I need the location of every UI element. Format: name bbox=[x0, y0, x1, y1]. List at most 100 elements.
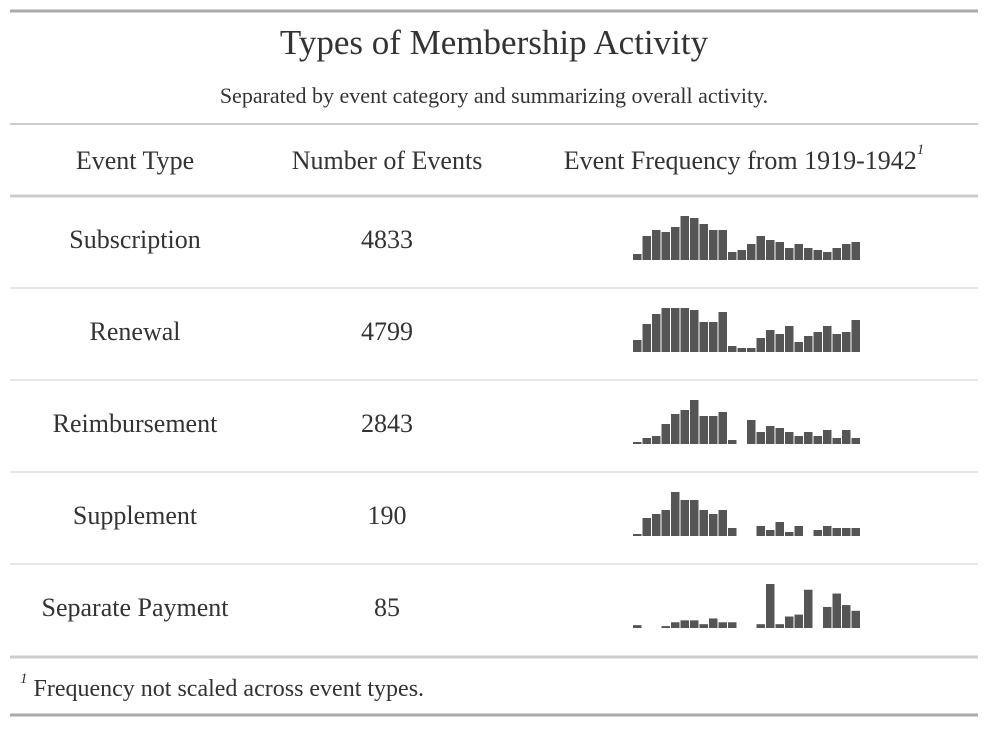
frequency-bar bbox=[633, 534, 642, 536]
frequency-bar bbox=[766, 584, 775, 628]
frequency-bar bbox=[671, 308, 680, 352]
event-count: 85 bbox=[374, 593, 400, 622]
frequency-bar bbox=[661, 424, 670, 444]
rows: Subscription 4833 Renewal 4799 Reimbursement… bbox=[10, 216, 978, 628]
frequency-bar bbox=[851, 610, 860, 628]
frequency-bar bbox=[813, 332, 822, 352]
frequency-bar bbox=[832, 528, 841, 536]
frequency-bar bbox=[680, 216, 689, 260]
event-type: Subscription bbox=[69, 225, 200, 254]
frequency-bar bbox=[690, 218, 699, 260]
column-label: Event Frequency from 1919-1942 bbox=[564, 146, 917, 175]
frequency-bar bbox=[842, 605, 851, 628]
frequency-bar bbox=[756, 236, 765, 260]
frequency-bar bbox=[633, 340, 642, 352]
frequency-bar bbox=[709, 322, 718, 352]
frequency-bar bbox=[832, 438, 841, 444]
event-count: 4833 bbox=[361, 225, 413, 254]
frequency-bar bbox=[785, 248, 794, 260]
frequency-bar bbox=[661, 232, 670, 260]
frequency-bar bbox=[842, 430, 851, 444]
frequency-bar bbox=[699, 416, 708, 444]
frequency-bar bbox=[671, 227, 680, 260]
frequency-bar bbox=[680, 500, 689, 536]
frequency-bar bbox=[832, 334, 841, 352]
event-type: Separate Payment bbox=[42, 593, 230, 622]
event-type: Renewal bbox=[90, 317, 181, 346]
frequency-bar bbox=[813, 250, 822, 260]
frequency-bar bbox=[709, 416, 718, 444]
frequency-bar bbox=[709, 618, 718, 628]
footnote: 1 Frequency not scaled across event types… bbox=[20, 671, 424, 701]
frequency-bar bbox=[842, 244, 851, 260]
frequency-bar bbox=[699, 510, 708, 536]
frequency-bar bbox=[775, 624, 784, 628]
frequency-bar bbox=[823, 526, 832, 536]
frequency-bar bbox=[766, 240, 775, 260]
frequency-bar bbox=[690, 400, 699, 444]
subtitle: Separated by event category and summariz… bbox=[220, 83, 768, 108]
frequency-bar bbox=[766, 330, 775, 352]
frequency-bar bbox=[718, 230, 727, 260]
frequency-bar bbox=[832, 593, 841, 628]
frequency-bar bbox=[823, 326, 832, 352]
frequency-bar bbox=[747, 244, 756, 260]
frequency-bar bbox=[794, 436, 803, 444]
frequency-bar bbox=[775, 334, 784, 352]
frequency-bar bbox=[851, 438, 860, 444]
frequency-bar bbox=[756, 624, 765, 628]
frequency-bar bbox=[804, 336, 813, 352]
frequency-bar bbox=[842, 528, 851, 536]
footnote-text: Frequency not scaled across event types. bbox=[34, 676, 425, 702]
frequency-bar bbox=[785, 532, 794, 536]
frequency-bar bbox=[709, 230, 718, 260]
frequency-bar bbox=[699, 322, 708, 352]
frequency-bar bbox=[842, 332, 851, 352]
frequency-bar bbox=[785, 616, 794, 628]
frequency-bar bbox=[671, 414, 680, 444]
frequency-bar bbox=[633, 254, 642, 260]
frequency-bar bbox=[633, 442, 642, 444]
frequency-bar bbox=[804, 248, 813, 260]
frequency-bar bbox=[775, 242, 784, 260]
footnote-marker: 1 bbox=[20, 671, 28, 687]
frequency-bar bbox=[851, 242, 860, 260]
frequency-bar bbox=[775, 522, 784, 536]
frequency-bar bbox=[804, 589, 813, 628]
frequency-bar bbox=[737, 348, 746, 352]
frequency-bar bbox=[661, 510, 670, 536]
frequency-bar bbox=[690, 620, 699, 628]
frequency-bar bbox=[851, 320, 860, 352]
column-header: Event Frequency from 1919-19421 bbox=[564, 142, 925, 175]
frequency-bar bbox=[642, 324, 651, 352]
event-type: Reimbursement bbox=[53, 409, 218, 438]
frequency-bar bbox=[794, 342, 803, 352]
event-type: Supplement bbox=[73, 501, 198, 530]
frequency-bar bbox=[785, 432, 794, 444]
frequency-bar bbox=[680, 308, 689, 352]
frequency-bar bbox=[747, 420, 756, 444]
frequency-bar bbox=[813, 530, 822, 536]
footnote-marker: 1 bbox=[917, 142, 925, 158]
title: Types of Membership Activity bbox=[280, 23, 709, 62]
frequency-bar bbox=[785, 326, 794, 352]
frequency-bar bbox=[680, 410, 689, 444]
frequency-bar bbox=[794, 614, 803, 628]
frequency-bar bbox=[794, 244, 803, 260]
frequency-bar bbox=[661, 308, 670, 352]
frequency-bar bbox=[756, 432, 765, 444]
column-header: Number of Events bbox=[292, 146, 483, 175]
frequency-bar bbox=[718, 312, 727, 352]
event-count: 190 bbox=[368, 501, 407, 530]
frequency-bar bbox=[642, 438, 651, 444]
frequency-bar bbox=[718, 412, 727, 444]
frequency-bar bbox=[718, 510, 727, 536]
frequency-bar bbox=[775, 428, 784, 444]
frequency-bar bbox=[728, 252, 737, 260]
frequency-bar bbox=[728, 528, 737, 536]
frequency-bar bbox=[661, 626, 670, 628]
frequency-bar bbox=[794, 526, 803, 536]
frequency-bar bbox=[709, 514, 718, 536]
event-count: 2843 bbox=[361, 409, 413, 438]
